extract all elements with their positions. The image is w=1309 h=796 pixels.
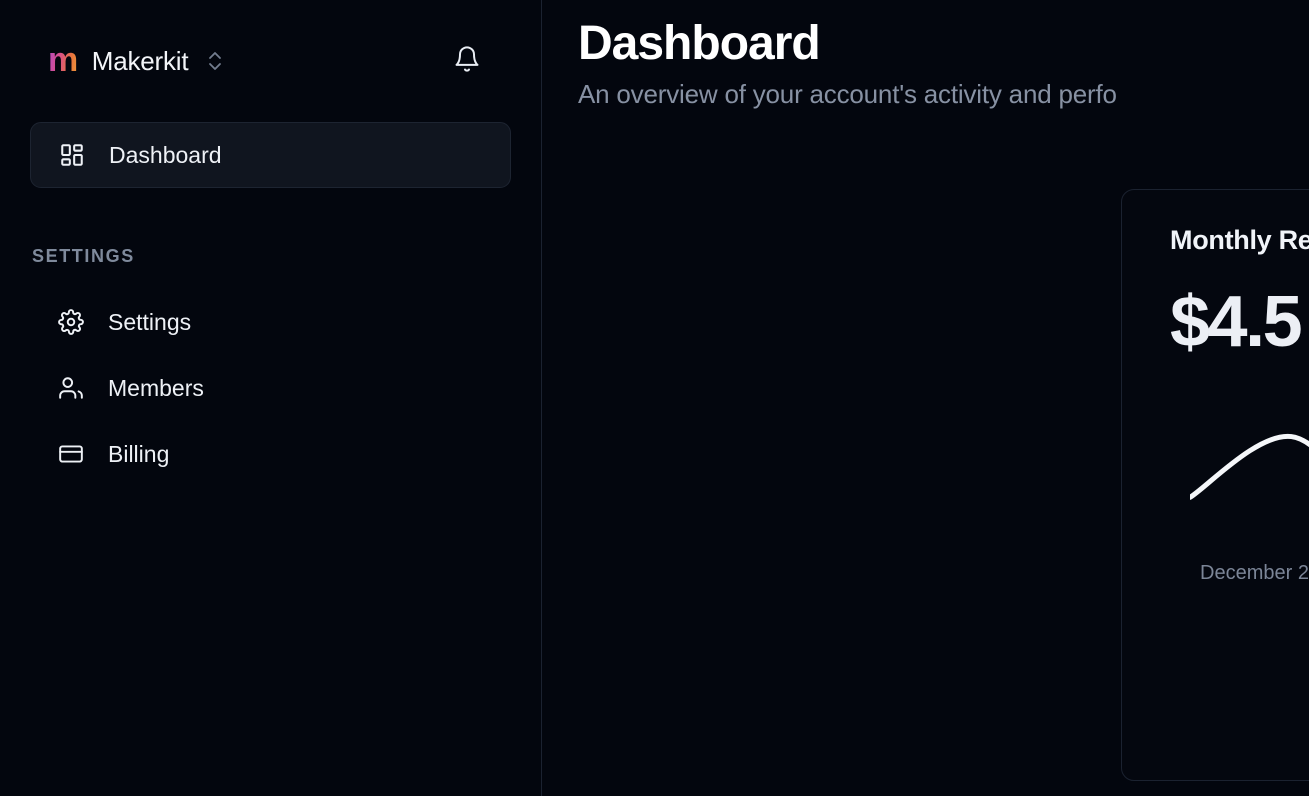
chart-x-axis-labels: December 23 February 24 April 24 June 24 (1190, 562, 1309, 585)
mrr-card: Monthly Recurring Revenue 20% $4.5 (1121, 189, 1309, 781)
sidebar-nav-settings: Settings Members (0, 289, 541, 487)
workspace-name: Makerkit (91, 45, 189, 76)
mrr-card-title: Monthly Recurring Revenue (1170, 224, 1309, 255)
sidebar: m Makerkit (0, 0, 542, 796)
page-title: Dashboard (578, 17, 821, 70)
sidebar-item-billing[interactable]: Billing (30, 421, 511, 487)
notifications-button[interactable] (447, 41, 487, 81)
mrr-line-path (1190, 434, 1309, 500)
sidebar-item-members[interactable]: Members (30, 355, 511, 421)
sidebar-item-label: Settings (108, 308, 192, 335)
layout-dashboard-icon (57, 142, 87, 168)
gear-icon (56, 309, 86, 335)
page-header: Dashboard An overview of your account's … (542, 0, 1309, 110)
bell-icon (453, 45, 481, 78)
sidebar-header: m Makerkit (0, 0, 541, 122)
users-icon (56, 375, 86, 401)
makerkit-logo-icon: m (48, 41, 78, 79)
mrr-chart: December 23 February 24 April 24 June 24 (1190, 386, 1309, 596)
sidebar-item-dashboard[interactable]: Dashboard (30, 122, 511, 188)
main-content: Dashboard An overview of your account's … (542, 0, 1309, 796)
credit-card-icon (56, 441, 86, 467)
chevrons-up-down-icon[interactable] (206, 48, 224, 74)
sidebar-item-label: Members (108, 374, 204, 401)
sidebar-item-label: Dashboard (109, 141, 222, 168)
x-tick-label: December 23 (1200, 562, 1309, 584)
sidebar-nav-main: Dashboard (0, 122, 541, 188)
mrr-value: $4.5 (1170, 282, 1303, 362)
workspace-switcher[interactable]: m Makerkit (48, 43, 447, 79)
mrr-card-header: Monthly Recurring Revenue 20% (1170, 218, 1309, 262)
mrr-line-chart-svg (1190, 434, 1309, 500)
sidebar-section-settings-label: SETTINGS (32, 246, 135, 266)
page-subtitle: An overview of your account's activity a… (578, 79, 1117, 110)
sidebar-item-settings[interactable]: Settings (30, 289, 511, 355)
sidebar-item-label: Billing (108, 440, 170, 467)
